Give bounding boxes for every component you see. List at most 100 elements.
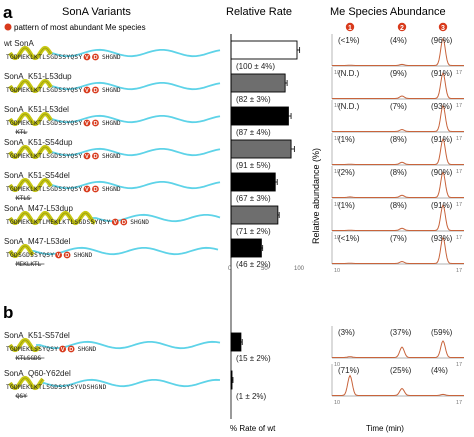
peak-percent-label: (8%)	[390, 135, 407, 144]
time-tick-label: 17	[456, 202, 462, 208]
methylation-site-dot	[92, 185, 99, 193]
methylation-site-residue: V	[85, 88, 89, 94]
disordered-region-wave	[40, 378, 221, 388]
disordered-region-wave	[48, 147, 221, 157]
disordered-region-wave	[48, 81, 221, 91]
methylation-site-dot	[92, 119, 99, 127]
time-tick-label: 17	[456, 400, 462, 406]
construct-name: SonA_Q60-Y62del	[4, 369, 71, 378]
methylation-site-residue: D	[94, 121, 98, 127]
peak-percent-label: (4%)	[431, 366, 448, 375]
legend-text: pattern of most abundant Me species	[14, 23, 146, 32]
helix-outline	[9, 113, 52, 125]
rate-data-label: (46 ± 2%)	[236, 260, 271, 269]
helix-outline	[9, 245, 34, 257]
sequence-text: TGDSGDSSYQSY	[6, 252, 54, 259]
rate-data-label: (67 ± 3%)	[236, 194, 271, 203]
sequence-text: TGDMEKLKTLSGDSSYQSY	[6, 87, 82, 94]
peak-index-marker	[397, 22, 407, 32]
peak-percent-label: (9%)	[390, 69, 407, 78]
methylation-site-dot	[83, 185, 91, 193]
methylation-site-dot	[83, 53, 91, 61]
sequence-tail: SHGND	[78, 346, 97, 353]
rate-bar	[230, 238, 262, 258]
sequence-tail: SHGND	[74, 252, 93, 259]
peak-index-marker	[438, 22, 448, 32]
time-tick-label: 10	[334, 70, 340, 76]
time-tick-label: 10	[334, 400, 340, 406]
deleted-residues: QSY	[16, 393, 27, 400]
peak-percent-label: (91%)	[431, 69, 453, 78]
sequence-tail: SHGND	[102, 120, 121, 127]
peak-percent-label: (96%)	[431, 36, 453, 45]
peak-percent-label: (93%)	[431, 234, 453, 243]
helix-outline	[9, 179, 52, 191]
rate-bar	[230, 40, 298, 60]
peak-index-label: 3	[441, 25, 445, 32]
sequence-text: TGDMEKLKTLSGDSSYQSY	[6, 153, 82, 160]
deleted-residues: KTLS	[16, 195, 31, 202]
time-tick-label: 10	[334, 103, 340, 109]
peak-percent-label: (91%)	[431, 135, 453, 144]
disordered-region-wave	[92, 213, 221, 223]
abundance-trace	[332, 104, 464, 132]
methylation-site-dot	[92, 53, 99, 61]
methylation-site-residue: D	[65, 253, 69, 259]
construct-name: SonA_K51-L53del	[4, 105, 69, 114]
time-tick-label: 10	[334, 235, 340, 241]
peak-percent-label: (7%)	[390, 102, 407, 111]
methylation-site-residue: D	[69, 347, 73, 353]
peak-percent-label: (<1%)	[338, 36, 360, 45]
construct-row: SonA_M47-L53del TGDSGDSSYQSY V D SHGND MEKLKT…	[4, 232, 464, 274]
methylation-site-dot	[120, 218, 128, 226]
rate-bar	[230, 172, 276, 192]
peak-index-label: 1	[348, 25, 352, 32]
helix-outline	[9, 47, 52, 59]
time-tick-label: 17	[456, 169, 462, 175]
construct-row: SonA_Q60-Y62del TGDMEKLKTLSGDSSYSYVDSHGND…	[4, 364, 464, 406]
peak-percent-label: (8%)	[390, 201, 407, 210]
peak-percent-label: (1%)	[338, 135, 355, 144]
rate-axis-label: % Rate of wt	[230, 424, 276, 433]
time-tick-label: 17	[456, 362, 462, 368]
methylation-site-residue: V	[57, 253, 61, 259]
construct-name: SonA_K51-S54dup	[4, 138, 73, 147]
sequence-tail: SHGND	[130, 219, 149, 226]
construct-name: SonA_K51-S57del	[4, 331, 70, 340]
sequence-tail: SHGND	[102, 54, 121, 61]
peak-percent-label: (N.D.)	[338, 69, 360, 78]
rate-tick-label: 0	[228, 266, 232, 272]
sequence-text: TGDMEKLKTLMEKLKTLSGDSSYQSY	[6, 219, 111, 226]
rate-data-label: (15 ± 2%)	[236, 354, 271, 363]
abundance-trace	[332, 37, 464, 66]
peak-percent-label: (7%)	[390, 234, 407, 243]
peak-percent-label: (4%)	[390, 36, 407, 45]
methylation-site-dot	[83, 152, 91, 160]
time-tick-label: 10	[334, 136, 340, 142]
methylation-site-dot	[63, 251, 71, 259]
rate-data-label: (100 ± 4%)	[236, 62, 275, 71]
methylation-site-residue: D	[122, 220, 126, 226]
peak-percent-label: (91%)	[431, 201, 453, 210]
peak-percent-label: (2%)	[338, 168, 355, 177]
peak-percent-label: (N.D.)	[338, 102, 360, 111]
peak-percent-label: (59%)	[431, 328, 453, 337]
helix-outline	[9, 146, 52, 158]
methylation-site-residue: V	[61, 347, 65, 353]
peak-percent-label: (90%)	[431, 168, 453, 177]
construct-row: SonA_K51-S54del TGDMEKLKTLSGDSSYQSY V D SHGN…	[4, 166, 464, 208]
time-tick-label: 17	[456, 136, 462, 142]
rate-bar	[230, 332, 242, 352]
helix-outline	[9, 212, 96, 224]
rate-data-label: (82 ± 3%)	[236, 95, 271, 104]
rate-bar	[230, 106, 289, 126]
abundance-trace	[332, 171, 464, 198]
deleted-residues: MEKLKTL	[16, 261, 42, 268]
variants-header: SonA Variants	[62, 6, 131, 18]
construct-name: SonA_K51-L53dup	[4, 72, 72, 81]
methylation-site-dot	[92, 152, 99, 160]
rate-bar	[230, 73, 286, 93]
sequence-text: TGDMEKLKTLSGDSSYQSY	[6, 120, 82, 127]
rate-data-label: (1 ± 2%)	[236, 392, 267, 401]
peak-percent-label: (71%)	[338, 366, 360, 375]
